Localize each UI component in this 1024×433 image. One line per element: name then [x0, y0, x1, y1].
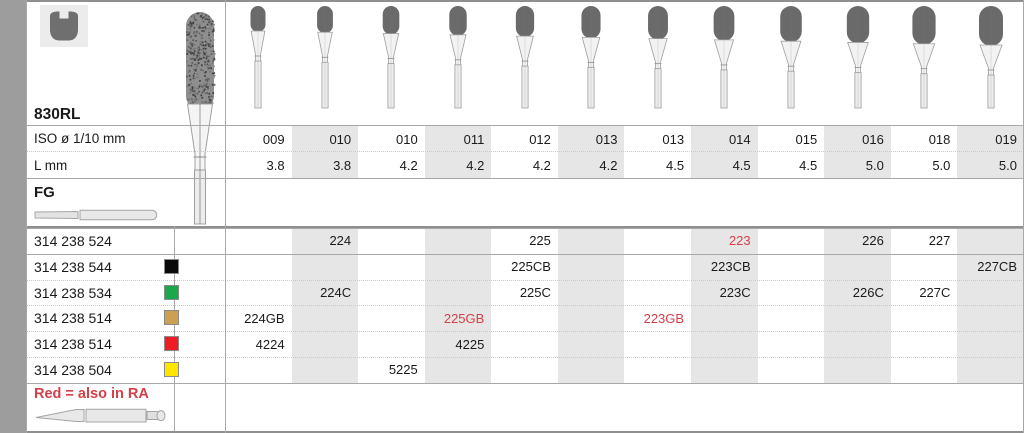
- iso-diameter-value: 019: [957, 126, 1024, 152]
- iso-diameter-value: 009: [225, 126, 292, 152]
- product-code-cell: 223GB: [625, 305, 692, 331]
- product-code-cell: 225GB: [425, 305, 492, 331]
- tooth-preparation-icon: [40, 5, 88, 47]
- length-value: 3.8: [292, 152, 359, 179]
- length-value: 4.2: [358, 152, 425, 179]
- grid-rule-vertical: [225, 0, 226, 433]
- grit-color-swatch: [164, 362, 179, 377]
- product-code-cell: 223C: [691, 280, 758, 306]
- grit-color-swatch: [164, 310, 179, 325]
- bur-illustration: [358, 0, 425, 127]
- bur-detail-illustration: [176, 4, 224, 226]
- length-value: 4.2: [558, 152, 625, 179]
- product-code-cell: 225C: [491, 280, 558, 306]
- product-code-cell: 227CB: [957, 254, 1024, 280]
- product-code-cell: 223CB: [691, 254, 758, 280]
- product-number: 314 238 514: [34, 336, 112, 352]
- shape-code-label: 830RL: [34, 106, 81, 124]
- product-number: 314 238 524: [34, 233, 112, 249]
- product-code-cell: 225: [491, 228, 558, 254]
- iso-diameter-value: 015: [758, 126, 825, 152]
- ra-handpiece-icon: [34, 406, 179, 426]
- grit-color-swatch: [164, 259, 179, 274]
- grid-rule: [26, 305, 1024, 306]
- product-number: 314 238 534: [34, 285, 112, 301]
- iso-diameter-value: 014: [691, 126, 758, 152]
- product-number: 314 238 514: [34, 310, 112, 326]
- length-value: 4.2: [425, 152, 492, 179]
- iso-diameter-value: 012: [491, 126, 558, 152]
- product-code-cell: 227C: [891, 280, 958, 306]
- iso-diameter-value: 013: [625, 126, 692, 152]
- grid-rule: [26, 383, 1024, 384]
- bur-illustration: [824, 0, 891, 127]
- length-value: 3.8: [225, 152, 292, 179]
- bur-illustration: [425, 0, 492, 127]
- product-code-cell: 226: [824, 228, 891, 254]
- length-label: L mm: [34, 158, 67, 173]
- bur-illustration: [691, 0, 758, 127]
- iso-diameter-value: 010: [358, 126, 425, 152]
- bur-illustration: [957, 0, 1024, 127]
- iso-diameter-value: 013: [558, 126, 625, 152]
- length-value: 5.0: [824, 152, 891, 179]
- iso-diameter-value: 016: [824, 126, 891, 152]
- grid-rule: [26, 357, 1024, 358]
- iso-diameter-value: 011: [425, 126, 492, 152]
- product-code-cell: 5225: [358, 357, 425, 383]
- length-value: 4.5: [691, 152, 758, 179]
- fg-handpiece-icon: [34, 206, 164, 224]
- bur-illustration: [758, 0, 825, 127]
- product-code-cell: 226C: [824, 280, 891, 306]
- length-value: 4.5: [625, 152, 692, 179]
- iso-diameter-value: 010: [292, 126, 359, 152]
- bur-illustration: [292, 0, 359, 127]
- grid-rule-vertical: [174, 226, 175, 431]
- red-legend-note: Red = also in RA: [34, 386, 149, 402]
- bur-illustration: [225, 0, 292, 127]
- bur-illustration: [558, 0, 625, 127]
- grid-rule: [26, 331, 1024, 332]
- length-value: 4.2: [491, 152, 558, 179]
- grit-color-swatch: [164, 285, 179, 300]
- product-number: 314 238 504: [34, 362, 112, 378]
- bur-catalog-page: Pear long, round 830RL ISO ø 1/10 mm L m…: [0, 0, 1024, 433]
- bur-illustration: [891, 0, 958, 127]
- product-code-cell: 224GB: [225, 305, 292, 331]
- product-code-cell: 224C: [292, 280, 359, 306]
- product-code-cell: 4225: [425, 331, 492, 357]
- iso-diameter-value: 018: [891, 126, 958, 152]
- catalog-table: 830RL ISO ø 1/10 mm L mm FG Red = also i…: [26, 0, 1024, 433]
- length-value: 4.5: [758, 152, 825, 179]
- grid-rule: [26, 0, 1024, 2]
- product-number: 314 238 544: [34, 259, 112, 275]
- product-code-cell: 4224: [225, 331, 292, 357]
- product-code-cell: 225CB: [491, 254, 558, 280]
- length-value: 5.0: [891, 152, 958, 179]
- shank-type-label: FG: [34, 184, 55, 201]
- grid-rule-vertical: [26, 0, 27, 433]
- length-value: 5.0: [957, 152, 1024, 179]
- grit-color-swatch: [164, 336, 179, 351]
- product-code-cell: 223: [691, 228, 758, 254]
- bur-illustration: [625, 0, 692, 127]
- iso-diameter-label: ISO ø 1/10 mm: [34, 131, 126, 146]
- category-sidebar: Pear long, round: [0, 0, 26, 433]
- product-code-cell: 227: [891, 228, 958, 254]
- bur-illustration: [491, 0, 558, 127]
- product-code-cell: 224: [292, 228, 359, 254]
